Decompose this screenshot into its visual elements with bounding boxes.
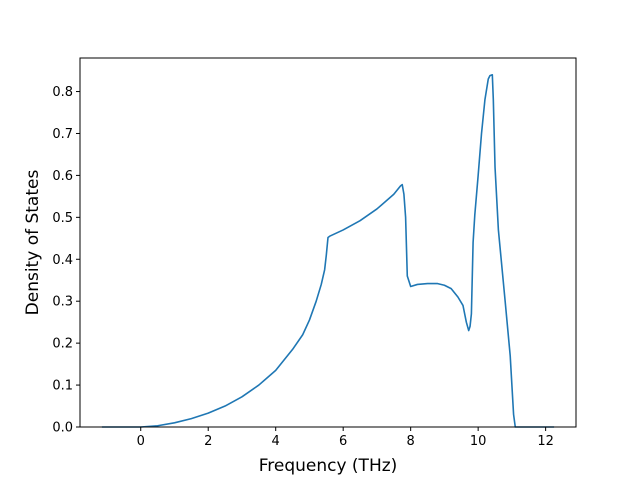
- y-tick-label: 0.3: [52, 295, 73, 310]
- x-tick-label: 12: [537, 434, 554, 449]
- y-tick-label: 0.0: [52, 421, 73, 436]
- y-tick-label: 0.5: [52, 211, 73, 226]
- series-line-0: [101, 73, 555, 428]
- x-axis-label: Frequency (THz): [259, 456, 398, 476]
- x-tick-label: 10: [470, 434, 487, 449]
- y-tick-label: 0.2: [52, 337, 73, 352]
- x-tick-label: 6: [339, 434, 347, 449]
- x-tick-label: 0: [137, 434, 145, 449]
- y-tick-label: 0.1: [52, 379, 73, 394]
- y-tick-label: 0.4: [52, 253, 73, 268]
- y-tick-label: 0.7: [52, 127, 73, 142]
- axis-ticks: 0 2 4 6 8 10 12 0.0 0.1 0.2 0.3 0.4 0.5 0.6 0.7 0.8: [52, 85, 554, 449]
- x-tick-label: 8: [407, 434, 415, 449]
- y-tick-label: 0.8: [52, 85, 73, 100]
- plot-area: [101, 73, 555, 428]
- x-tick-label: 4: [272, 434, 280, 449]
- y-tick-label: 0.6: [52, 169, 73, 184]
- y-axis-label: Density of States: [23, 170, 43, 316]
- axes-frame: [79, 57, 577, 428]
- x-tick-label: 2: [204, 434, 212, 449]
